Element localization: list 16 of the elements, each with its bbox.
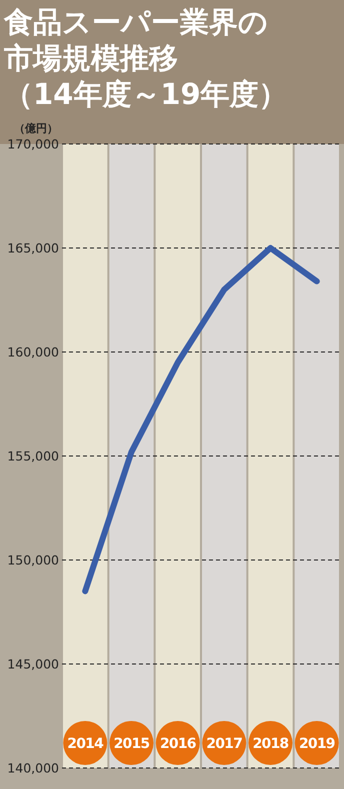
x-tick-label: 2018 <box>252 736 288 752</box>
y-tick-label: 145,000 <box>7 656 60 672</box>
x-tick-label: 2019 <box>298 736 335 752</box>
chart-title: 食品スーパー業界の市場規模推移 <box>3 5 268 75</box>
y-axis-title: （億円） <box>14 122 58 135</box>
x-tick-label: 2014 <box>67 736 104 752</box>
x-tick-label: 2016 <box>160 736 196 752</box>
y-tick-label: 155,000 <box>7 448 60 464</box>
y-tick-label: 170,000 <box>7 136 60 152</box>
y-tick-label: 160,000 <box>7 344 60 360</box>
y-tick-label: 165,000 <box>7 240 60 256</box>
x-tick-label: 2015 <box>114 736 150 752</box>
x-tick-label: 2017 <box>206 736 242 752</box>
y-tick-label: 150,000 <box>7 552 60 568</box>
y-tick-label: 140,000 <box>7 760 60 776</box>
chart-subtitle: （14年度～19年度） <box>4 77 288 111</box>
